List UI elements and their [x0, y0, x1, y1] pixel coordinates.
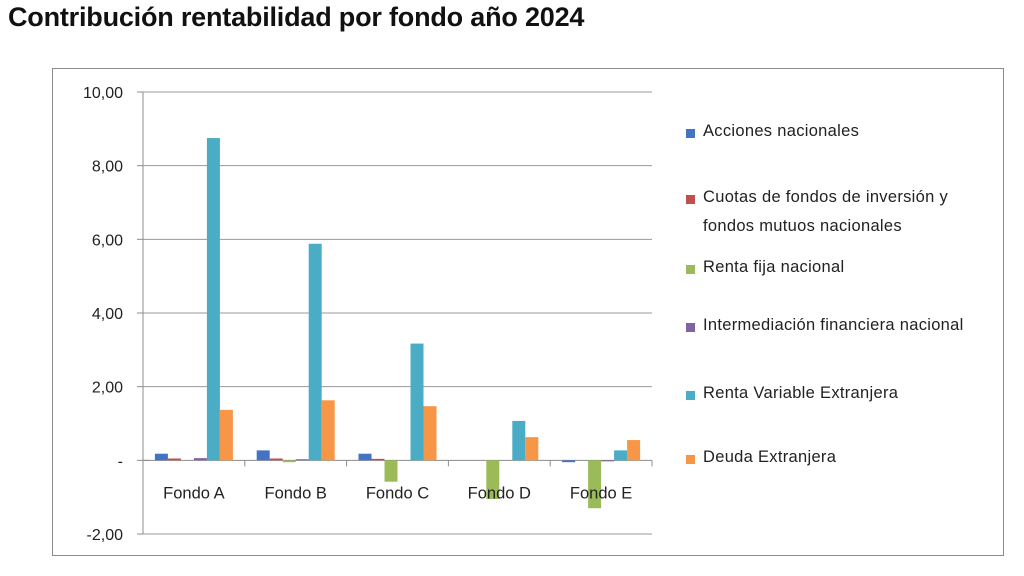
y-tick-label: 6,00 [92, 232, 123, 249]
bar-acciones-fondo-e [562, 460, 576, 463]
legend-swatch [686, 195, 695, 204]
y-tick-label: 10,00 [83, 85, 123, 102]
page-title: Contribución rentabilidad por fondo año … [8, 2, 585, 32]
bar-deuda-fondo-e [627, 440, 641, 461]
category-label: Fondo D [468, 484, 531, 502]
bar-deuda-fondo-d [525, 437, 539, 461]
legend-label: Deuda Extranjera [703, 448, 837, 466]
y-tick-label: - [118, 453, 123, 470]
legend-item: Acciones nacionales [686, 122, 998, 146]
category-labels: Fondo A Fondo B Fondo C Fondo D Fondo E [163, 484, 632, 502]
y-tick-label: -2,00 [87, 527, 124, 544]
bar-renta-fondo-e [588, 460, 602, 509]
bar-cuotas-fondo-b [269, 458, 283, 461]
bar-renta-fondo-b [282, 460, 296, 463]
legend-label: Acciones nacionales [703, 122, 860, 140]
y-tick-labels: 10,00 8,00 6,00 4,00 2,00 - -2,00 [83, 85, 123, 544]
legend-swatch [686, 265, 695, 274]
bar-renta-fondo-c [384, 460, 398, 482]
y-tick-label: 8,00 [92, 159, 123, 176]
legend-label: Cuotas de fondos de inversión y fondos m… [703, 188, 949, 235]
category-label: Fondo C [366, 484, 429, 502]
category-label: Fondo A [163, 484, 224, 502]
bar-intermediación-fondo-e [601, 460, 615, 462]
legend-item: Renta Variable Extranjera [686, 384, 998, 408]
legend-swatch [686, 391, 695, 400]
legend-swatch [686, 129, 695, 138]
legend-swatch [686, 455, 695, 464]
bar-intermediación-fondo-a [193, 458, 207, 461]
bar-acciones-fondo-a [154, 453, 168, 461]
bar-acciones-fondo-b [256, 450, 270, 461]
category-label: Fondo E [570, 484, 632, 502]
legend-item: Intermediación financiera nacional [686, 316, 998, 340]
bar-renta-fondo-d [486, 460, 500, 500]
bar-cuotas-fondo-c [371, 458, 385, 461]
legend-item: Renta fija nacional [686, 258, 998, 282]
bar-deuda-fondo-b [321, 400, 335, 461]
bar-renta-fondo-e [614, 450, 628, 461]
bars [154, 138, 641, 509]
legend-item: Deuda Extranjera [686, 448, 998, 472]
y-tick-label: 4,00 [92, 306, 123, 323]
bar-acciones-fondo-c [358, 453, 372, 461]
bar-renta-fondo-d [512, 420, 526, 461]
bar-cuotas-fondo-a [167, 458, 181, 461]
legend-label: Renta fija nacional [703, 258, 845, 276]
bar-renta-fondo-b [308, 243, 322, 461]
bar-deuda-fondo-a [219, 409, 233, 461]
bar-deuda-fondo-c [423, 406, 437, 461]
gridlines [143, 91, 652, 535]
category-label: Fondo B [265, 484, 327, 502]
bar-renta-fondo-a [206, 138, 220, 461]
legend-label: Renta Variable Extranjera [703, 384, 899, 402]
bar-intermediación-fondo-b [295, 459, 309, 461]
legend-swatch [686, 323, 695, 332]
bar-renta-fondo-c [410, 343, 424, 461]
legend-item: Cuotas de fondos de inversión y fondos m… [686, 188, 998, 241]
y-tick-label: 2,00 [92, 380, 123, 397]
legend-label: Intermediación financiera nacional [703, 316, 964, 334]
